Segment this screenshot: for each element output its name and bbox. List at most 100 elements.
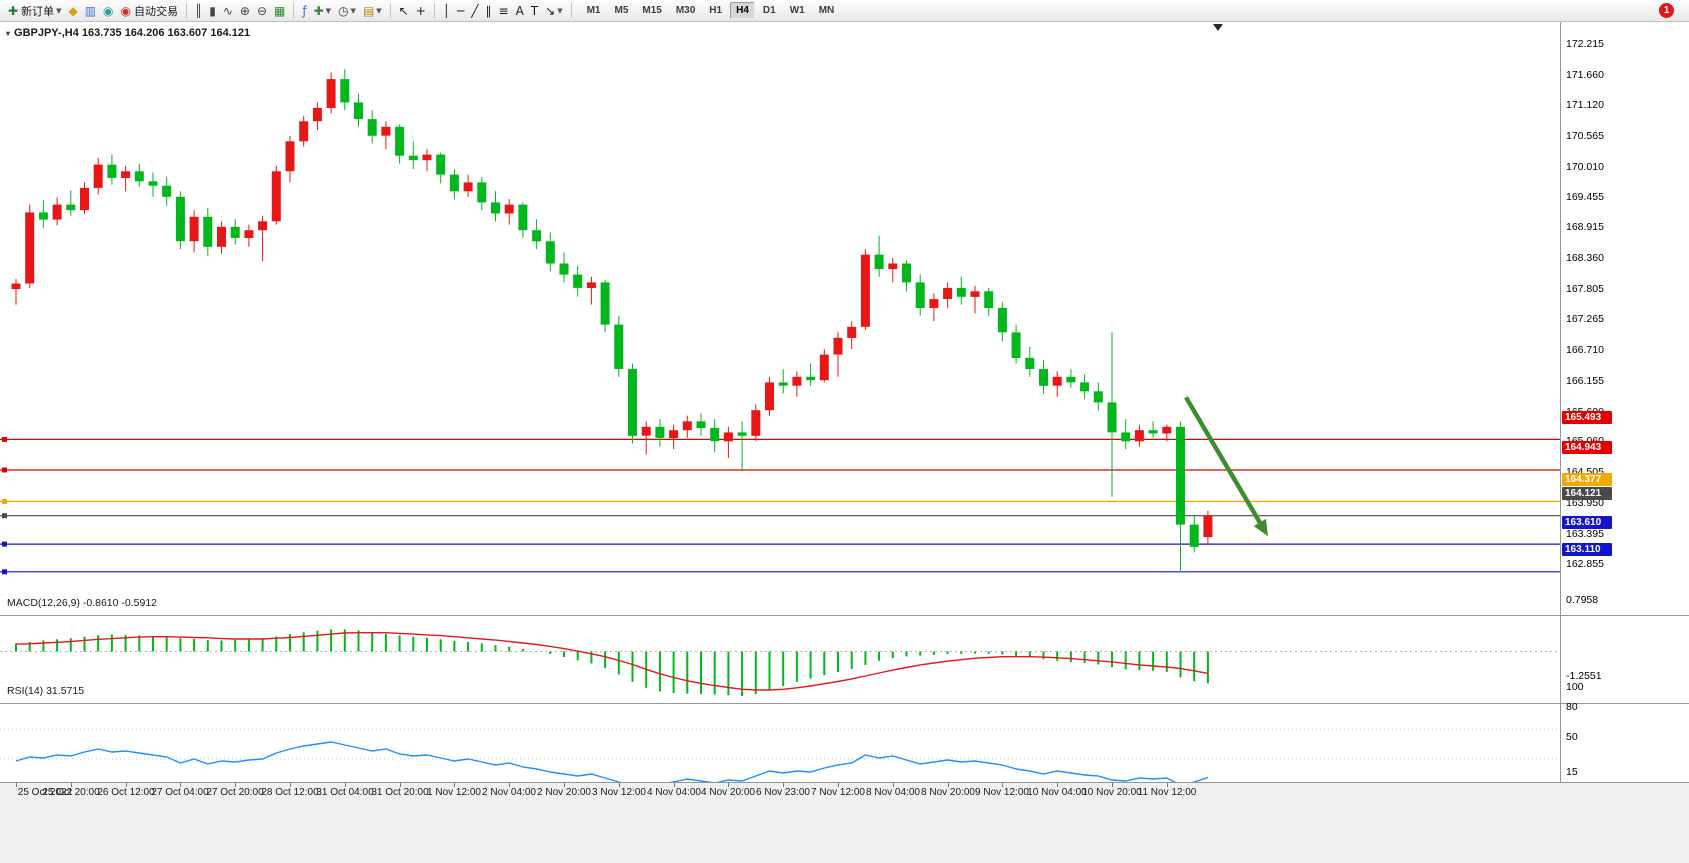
chart-workspace — [0, 22, 1689, 795]
time-axis-label: 25 Oct 20:00 — [42, 787, 100, 798]
panel-separator[interactable] — [0, 703, 1689, 704]
candle-body — [408, 155, 418, 161]
price-tick-label: 162.855 — [1566, 558, 1604, 570]
toolbar: ✚ 新订单 ▼ ◆ ▥ ◉ ◉ 自动交易 ║ ▮ ∿ ⊕ ⊖ ▦ ƒ ✚ ▼ ◷ ▼ ▤ ▼ ↖ + │ ─ ╱ ∥ ≡ A T ↘ ▼ M1… — [0, 0, 1689, 22]
time-axis-label: 27 Oct 04:00 — [151, 787, 209, 798]
templates-icon[interactable]: ▤ ▼ — [360, 2, 385, 20]
time-axis-label: 10 Nov 04:00 — [1027, 787, 1087, 798]
cursor-icon-glyph: ↖ — [398, 3, 409, 18]
autotrading-button[interactable]: ◉ 自动交易 — [118, 2, 181, 20]
candle-body — [532, 230, 542, 242]
candle-body — [258, 221, 268, 231]
line-anchor[interactable] — [2, 569, 7, 575]
metaeditor-icon[interactable]: ◆ — [65, 2, 80, 20]
crosshair-icon[interactable]: + — [413, 2, 429, 20]
panel-separator[interactable] — [0, 615, 1689, 616]
trendline-icon[interactable]: ╱ — [468, 2, 481, 20]
timeframe-button-m15[interactable]: M15 — [642, 5, 662, 16]
price-tick-label: 169.455 — [1566, 191, 1604, 203]
time-axis-label: 27 Oct 20:00 — [206, 787, 264, 798]
timeframe-button-d1[interactable]: D1 — [762, 5, 776, 16]
time-tick — [674, 783, 675, 787]
new-order-button[interactable]: ✚ 新订单 ▼ — [5, 2, 64, 20]
line-anchor[interactable] — [2, 541, 7, 547]
timeframe-button-m30[interactable]: M30 — [675, 5, 696, 16]
trendline-icon-glyph: ╱ — [471, 3, 479, 18]
price-tick-label: 168.915 — [1566, 221, 1604, 233]
timeframe-button-h1[interactable]: H1 — [709, 5, 723, 16]
rsi-tick-label: 80 — [1566, 701, 1578, 713]
dropdown-caret-icon: ▼ — [325, 6, 332, 15]
line-anchor[interactable] — [2, 467, 7, 473]
fibonacci-icon[interactable]: ≡ — [496, 2, 512, 20]
horizontal-line-icon[interactable]: ─ — [454, 2, 467, 20]
time-axis-label: 31 Oct 04:00 — [316, 787, 374, 798]
rsi-tick-label: 50 — [1566, 731, 1578, 743]
time-tick — [290, 783, 291, 787]
candle-body — [1176, 426, 1185, 525]
arrows-icon[interactable]: ↘ ▼ — [542, 2, 565, 20]
time-axis-label: 1 Nov 12:00 — [427, 787, 481, 798]
line-anchor[interactable] — [2, 436, 7, 442]
timeframe-button-mn[interactable]: MN — [818, 5, 835, 16]
candle-body — [217, 226, 226, 247]
market-watch-icon[interactable]: ◉ — [100, 2, 116, 20]
zoom-out-icon[interactable]: ⊖ — [254, 2, 270, 20]
timeframe-button-m5[interactable]: M5 — [614, 5, 629, 16]
indicators-icon[interactable]: ƒ — [299, 2, 309, 20]
main-chart-panel[interactable] — [0, 44, 1560, 615]
timeframe-button-w1[interactable]: W1 — [789, 5, 805, 16]
channel-icon[interactable]: ∥ — [483, 2, 495, 20]
candlestick-icon-glyph: ▮ — [209, 3, 216, 18]
timeframe-button-h4[interactable]: H4 — [730, 2, 755, 19]
text-label-icon[interactable]: T — [528, 2, 541, 20]
periods-icon-glyph: ◷ — [338, 3, 349, 18]
candle-body — [66, 204, 76, 211]
new-chart-icon[interactable]: ▥ — [82, 2, 99, 20]
candle-body — [1080, 382, 1090, 392]
candle-body — [751, 410, 761, 436]
time-axis-label: 4 Nov 04:00 — [647, 787, 701, 798]
toolbar-separator — [570, 3, 572, 18]
line-anchor[interactable] — [2, 498, 7, 504]
candle-body — [1121, 432, 1131, 442]
time-axis[interactable]: 25 Oct 2022 25 Oct 20:00 26 Oct 12:00 27 Oc… — [0, 782, 1689, 863]
text-icon-glyph: A — [515, 3, 524, 18]
price-tick-label: 171.660 — [1566, 69, 1604, 81]
vertical-line-icon[interactable]: │ — [440, 2, 453, 20]
time-tick — [235, 783, 236, 787]
bar-chart-icon[interactable]: ║ — [192, 2, 205, 20]
candle-body — [956, 287, 966, 297]
tile-windows-icon[interactable]: ▦ — [271, 2, 288, 20]
chart-shift-marker[interactable] — [1213, 24, 1223, 31]
periods-icon[interactable]: ◷ ▼ — [335, 2, 359, 20]
candle-body — [299, 121, 309, 142]
line-anchor[interactable] — [2, 513, 7, 519]
macd-panel[interactable] — [0, 616, 1560, 703]
line-chart-icon[interactable]: ∿ — [220, 2, 236, 20]
zoom-in-icon-glyph: ⊕ — [239, 3, 250, 18]
candle-body — [52, 204, 62, 220]
bar-chart-icon-glyph: ║ — [195, 3, 203, 18]
candle-body — [326, 79, 336, 108]
candle-body — [422, 154, 432, 161]
one-click-trading-icon[interactable]: ▾ — [6, 28, 11, 38]
line-chart-icon-glyph: ∿ — [222, 3, 233, 18]
notification-badge[interactable]: 1 — [1659, 3, 1674, 18]
price-tick-label: 170.010 — [1566, 161, 1604, 173]
cursor-icon[interactable]: ↖ — [396, 2, 412, 20]
text-icon[interactable]: A — [513, 2, 527, 20]
timeframe-button-m1[interactable]: M1 — [586, 5, 601, 16]
candle-body — [381, 126, 391, 136]
time-tick — [728, 783, 729, 787]
add-indicator-icon[interactable]: ✚ ▼ — [311, 2, 334, 20]
zoom-in-icon[interactable]: ⊕ — [237, 2, 253, 20]
candle-body — [162, 185, 172, 197]
channel-icon-glyph: ∥ — [485, 3, 492, 18]
trend-arrow[interactable] — [1184, 396, 1262, 524]
time-tick — [1112, 783, 1113, 787]
candlestick-icon[interactable]: ▮ — [206, 2, 219, 20]
price-axis[interactable]: 172.215 171.660 171.120 170.565 170.010 169.4… — [1560, 22, 1689, 782]
price-tick-label: 171.120 — [1566, 99, 1604, 111]
candle-body — [477, 182, 487, 203]
